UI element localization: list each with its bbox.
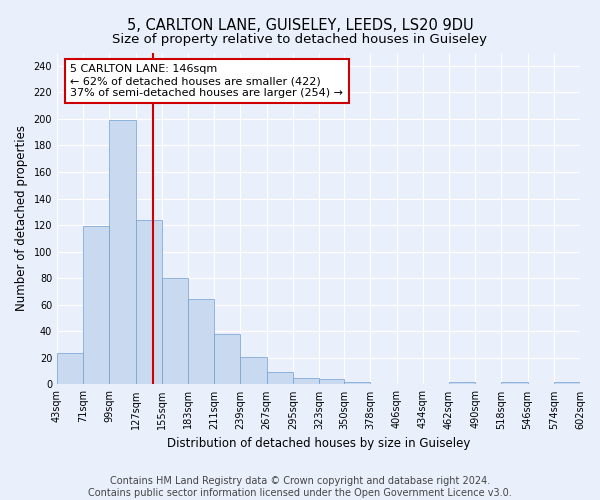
Bar [57,352,83,384]
Bar [214,334,241,384]
Bar [293,378,319,384]
Bar [502,382,527,384]
Bar [188,300,214,384]
Text: 5, CARLTON LANE, GUISELEY, LEEDS, LS20 9DU: 5, CARLTON LANE, GUISELEY, LEEDS, LS20 9… [127,18,473,32]
Bar [136,220,162,384]
Bar [162,278,188,384]
Bar [554,382,580,384]
Text: Size of property relative to detached houses in Guiseley: Size of property relative to detached ho… [113,32,487,46]
Text: 5 CARLTON LANE: 146sqm
← 62% of detached houses are smaller (422)
37% of semi-de: 5 CARLTON LANE: 146sqm ← 62% of detached… [70,64,343,98]
Y-axis label: Number of detached properties: Number of detached properties [15,126,28,312]
Bar [266,372,293,384]
Bar [83,226,109,384]
Bar [344,382,370,384]
Bar [109,120,136,384]
Text: Contains HM Land Registry data © Crown copyright and database right 2024.
Contai: Contains HM Land Registry data © Crown c… [88,476,512,498]
Bar [449,382,475,384]
Bar [241,356,266,384]
X-axis label: Distribution of detached houses by size in Guiseley: Distribution of detached houses by size … [167,437,470,450]
Bar [319,379,344,384]
